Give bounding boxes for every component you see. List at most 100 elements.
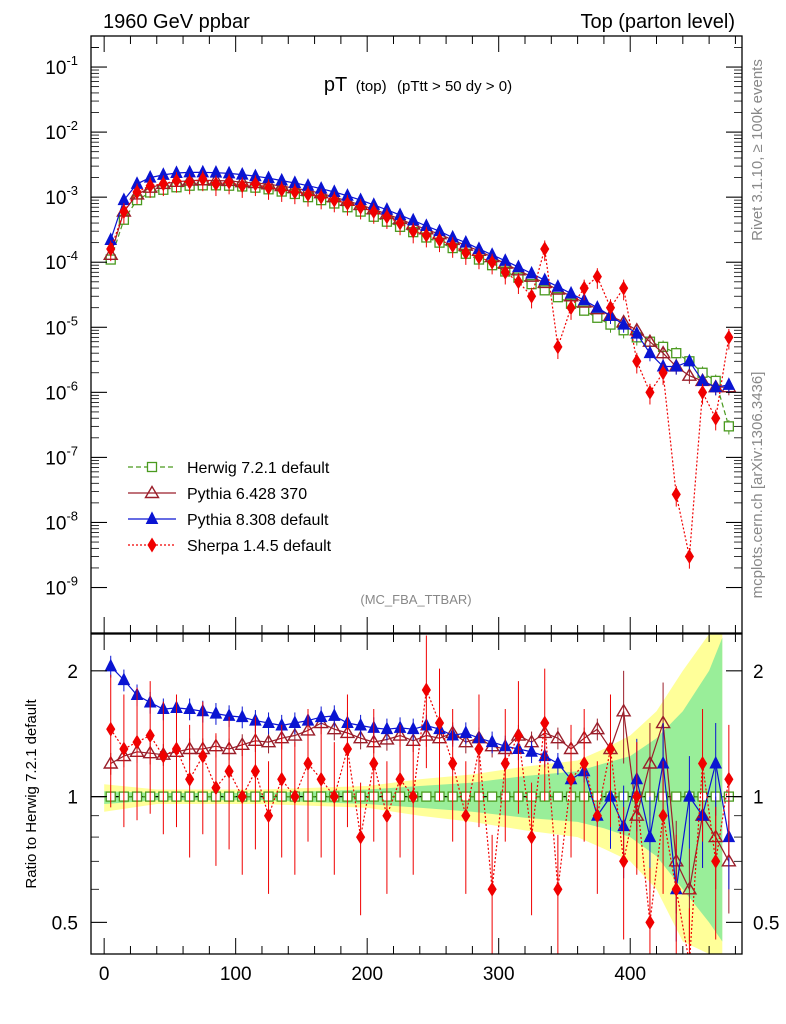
ratio-point-sherpa-1-4-5-default bbox=[356, 829, 366, 845]
ratio-point-sherpa-1-4-5-default bbox=[145, 728, 155, 743]
main-line-herwig-7-2-1-default bbox=[110, 184, 730, 427]
main-y-tick-label: 10-5 bbox=[45, 313, 78, 339]
ratio-point-sherpa-1-4-5-default bbox=[263, 808, 274, 824]
ratio-point-sherpa-1-4-5-default bbox=[448, 756, 458, 771]
ratio-point-sherpa-1-4-5-default bbox=[579, 756, 589, 771]
axes-layer: 10-1 10-2 10-3 10-4 10-5 10-6 10-7 10-8 10-9 0 100… bbox=[45, 35, 779, 985]
ratio-point-sherpa-1-4-5-default bbox=[224, 763, 234, 779]
main-point-sherpa-1-4-5-default bbox=[671, 486, 681, 502]
ratio-series-sherpa-1-4-5-default bbox=[106, 635, 734, 954]
plot-title-main: pT bbox=[324, 74, 347, 96]
plot-title-sub2: (pTtt > 50 dy > 0) bbox=[397, 78, 512, 95]
main-y-tick-label: 10-4 bbox=[45, 248, 78, 274]
ratio-line-pythia-6-428-370 bbox=[110, 711, 730, 892]
header-right: Top (parton level) bbox=[580, 11, 735, 33]
main-point-sherpa-1-4-5-default bbox=[171, 173, 182, 189]
main-point-pythia-6-428-370 bbox=[655, 345, 671, 359]
main-point-herwig-7-2-1-default bbox=[579, 305, 590, 316]
header-left: 1960 GeV ppbar bbox=[103, 11, 250, 33]
main-point-sherpa-1-4-5-default bbox=[316, 189, 326, 205]
main-point-sherpa-1-4-5-default bbox=[106, 241, 116, 257]
main-point-sherpa-1-4-5-default bbox=[724, 329, 734, 345]
ratio-point-pythia-8-308-default bbox=[262, 715, 275, 729]
main-point-sherpa-1-4-5-default bbox=[237, 178, 247, 194]
main-point-sherpa-1-4-5-default bbox=[645, 384, 655, 400]
ratio-point-sherpa-1-4-5-default bbox=[158, 748, 168, 764]
ratio-point-pythia-8-308-default bbox=[288, 715, 302, 729]
ratio-point-sherpa-1-4-5-default bbox=[553, 881, 563, 897]
main-point-sherpa-1-4-5-default bbox=[500, 264, 510, 280]
ratio-point-sherpa-1-4-5-default bbox=[671, 881, 681, 897]
ratio-point-pythia-8-308-default bbox=[380, 721, 394, 735]
main-point-pythia-8-308-default bbox=[617, 316, 630, 330]
ratio-point-pythia-8-308-default bbox=[551, 755, 565, 769]
main-point-pythia-8-308-default bbox=[722, 377, 736, 390]
ratio-point-pythia-6-428-370 bbox=[379, 731, 395, 745]
main-point-sherpa-1-4-5-default bbox=[487, 254, 497, 270]
main-point-pythia-8-308-default bbox=[643, 345, 657, 359]
main-point-sherpa-1-4-5-default bbox=[526, 288, 537, 304]
main-point-sherpa-1-4-5-default bbox=[408, 223, 418, 239]
ratio-point-pythia-6-428-370 bbox=[642, 755, 658, 769]
main-point-sherpa-1-4-5-default bbox=[277, 182, 287, 198]
main-point-sherpa-1-4-5-default bbox=[566, 300, 576, 316]
x-tick-label: 0 bbox=[99, 964, 110, 985]
ratio-point-pythia-8-308-default bbox=[485, 734, 499, 748]
ratio-point-sherpa-1-4-5-default bbox=[382, 808, 392, 824]
main-series-sherpa-1-4-5-default bbox=[106, 170, 734, 569]
ratio-y-tick-label: 2 bbox=[67, 662, 78, 683]
ratio-point-sherpa-1-4-5-default bbox=[290, 789, 300, 805]
legend-label: Herwig 7.2.1 default bbox=[187, 460, 330, 477]
ratio-point-pythia-6-428-370 bbox=[458, 734, 474, 748]
ratio-point-sherpa-1-4-5-default bbox=[395, 771, 405, 787]
ratio-point-herwig-7-2-1-default bbox=[671, 791, 682, 802]
side-label-top: Rivet 3.1.10, ≥ 100k events bbox=[749, 59, 766, 241]
main-point-sherpa-1-4-5-default bbox=[342, 196, 353, 211]
main-y-tick-label: 10-7 bbox=[45, 443, 78, 469]
ratio-point-sherpa-1-4-5-default bbox=[408, 789, 418, 805]
legend: Herwig 7.2.1 default Pythia 6.428 370 Pyth… bbox=[128, 460, 332, 555]
main-series-herwig-7-2-1-default bbox=[105, 180, 734, 435]
main-point-sherpa-1-4-5-default bbox=[605, 300, 616, 316]
ratio-point-herwig-7-2-1-default bbox=[421, 791, 432, 802]
ratio-point-sherpa-1-4-5-default bbox=[303, 756, 313, 771]
main-point-sherpa-1-4-5-default bbox=[619, 280, 629, 296]
ratio-point-pythia-8-308-default bbox=[525, 744, 538, 757]
main-point-sherpa-1-4-5-default bbox=[658, 365, 668, 381]
main-point-herwig-7-2-1-default bbox=[671, 348, 682, 359]
ratio-point-sherpa-1-4-5-default bbox=[421, 682, 431, 698]
ratio-point-pythia-8-308-default bbox=[314, 709, 328, 723]
main-point-pythia-8-308-default bbox=[525, 265, 538, 279]
legend-marker bbox=[144, 485, 160, 499]
plot-title-sub1: (top) bbox=[356, 78, 387, 95]
main-point-sherpa-1-4-5-default bbox=[540, 241, 550, 257]
ratio-point-pythia-8-308-default bbox=[683, 788, 696, 802]
legend-label: Sherpa 1.4.5 default bbox=[187, 538, 332, 555]
main-point-sherpa-1-4-5-default bbox=[263, 180, 274, 196]
ratio-line-sherpa-1-4-5-default bbox=[110, 689, 730, 954]
ratio-point-pythia-8-308-default bbox=[459, 725, 473, 738]
main-point-sherpa-1-4-5-default bbox=[250, 176, 260, 192]
ratio-point-sherpa-1-4-5-default bbox=[434, 715, 445, 731]
ratio-point-pythia-8-308-default bbox=[709, 755, 723, 769]
main-point-pythia-8-308-default bbox=[498, 253, 512, 266]
main-point-sherpa-1-4-5-default bbox=[461, 245, 471, 261]
ratio-y-tick-label: 1 bbox=[67, 788, 78, 809]
main-point-pythia-8-308-default bbox=[591, 300, 604, 313]
ratio-point-sherpa-1-4-5-default bbox=[500, 756, 510, 771]
ratio-point-sherpa-1-4-5-default bbox=[711, 853, 721, 869]
ratio-point-sherpa-1-4-5-default bbox=[342, 741, 353, 757]
ratio-point-sherpa-1-4-5-default bbox=[645, 914, 655, 930]
main-point-herwig-7-2-1-default bbox=[592, 312, 603, 323]
ratio-point-sherpa-1-4-5-default bbox=[605, 741, 616, 757]
main-point-sherpa-1-4-5-default bbox=[290, 184, 300, 200]
ratio-point-sherpa-1-4-5-default bbox=[658, 808, 668, 824]
ratio-point-pythia-6-428-370 bbox=[589, 721, 606, 735]
main-y-tick-label: 10-9 bbox=[45, 574, 78, 600]
legend-entry-pythia-6-428-370: Pythia 6.428 370 bbox=[128, 485, 307, 503]
main-point-sherpa-1-4-5-default bbox=[211, 176, 221, 192]
ratio-point-pythia-8-308-default bbox=[209, 705, 223, 719]
main-y-tick-label: 10-1 bbox=[45, 53, 78, 79]
ratio-point-sherpa-1-4-5-default bbox=[461, 808, 471, 824]
ratio-y-tick-label-right: 1 bbox=[753, 788, 764, 809]
